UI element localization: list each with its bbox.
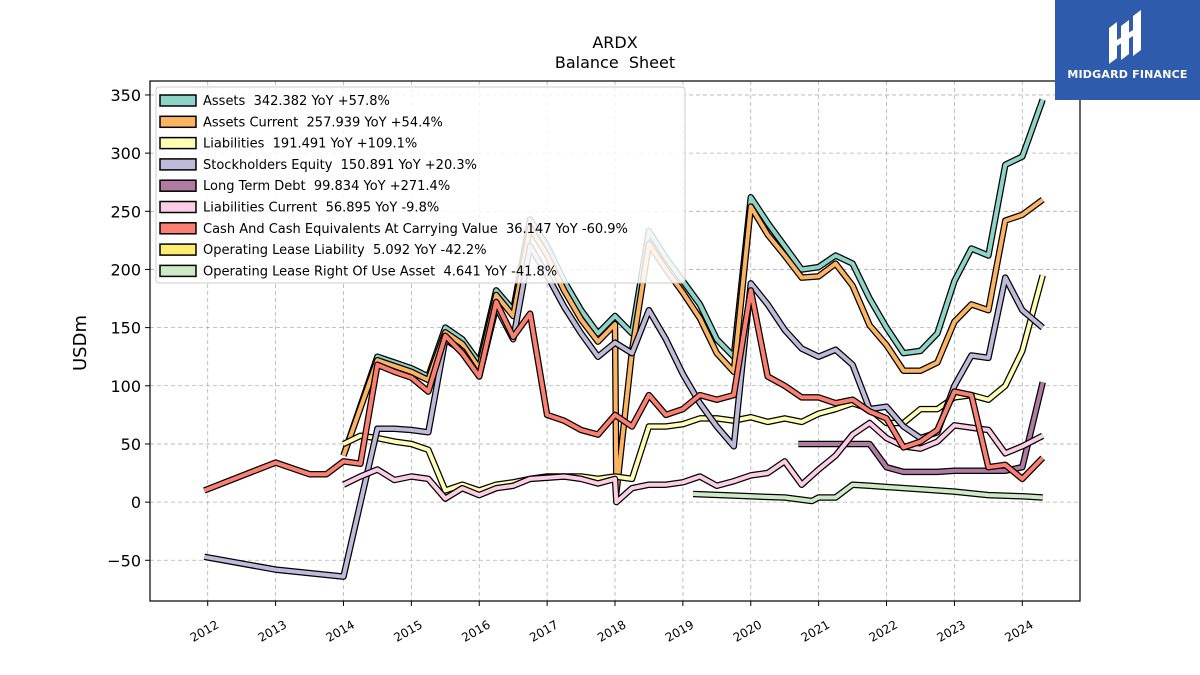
- y-tick-label: 50: [121, 435, 141, 454]
- logo-mark-icon: [1109, 10, 1141, 64]
- series-6: [203, 287, 1046, 494]
- series-5: [342, 419, 1045, 506]
- x-tick-label: 2022: [867, 617, 900, 644]
- y-tick-label: 300: [110, 144, 141, 163]
- x-tick-label: 2016: [459, 617, 492, 644]
- legend-swatch: [159, 158, 197, 171]
- chart-title: ARDX: [592, 33, 637, 52]
- y-tick-label: 100: [110, 377, 141, 396]
- legend-entry: Assets Current 257.939 YoY +54.4%: [203, 115, 443, 130]
- x-tick-label: 2013: [256, 617, 289, 644]
- legend-swatch: [159, 136, 197, 150]
- midgard-finance-logo: MIDGARD FINANCE: [1055, 0, 1200, 100]
- x-tick-label: 2024: [1002, 617, 1035, 644]
- y-tick-label: 200: [110, 260, 141, 279]
- series-layer: [203, 98, 1046, 580]
- y-tick-label: −50: [107, 551, 141, 570]
- legend: Assets 342.382 YoY +57.8% Assets Current …: [155, 86, 686, 284]
- x-tick-label: 2015: [391, 617, 424, 644]
- x-tick-label: 2012: [188, 617, 221, 644]
- legend-entry: Assets 342.382 YoY +57.8%: [203, 94, 390, 109]
- legend-entry: Operating Lease Right Of Use Asset 4.641…: [203, 264, 557, 279]
- series-line: [342, 421, 1044, 505]
- series-2: [342, 274, 1046, 494]
- legend-entry: Liabilities Current 56.895 YoY -9.8%: [203, 201, 439, 216]
- x-tick-label: 2017: [527, 617, 560, 644]
- x-tick-label: 2021: [799, 617, 832, 644]
- y-tick-label: 250: [110, 202, 141, 221]
- legend-swatch: [159, 243, 197, 256]
- y-tick-label: 350: [110, 86, 141, 105]
- legend-swatch: [159, 200, 197, 214]
- x-tick-label: 2019: [663, 617, 696, 644]
- series-line: [341, 198, 1044, 495]
- legend-swatch: [159, 222, 197, 235]
- series-1: [340, 197, 1045, 497]
- legend-entry: Cash And Cash Equivalents At Carrying Va…: [203, 222, 628, 237]
- legend-swatch: [159, 115, 197, 129]
- series-line: [203, 288, 1045, 493]
- legend-entry: Long Term Debt 99.834 YoY +271.4%: [203, 179, 450, 194]
- x-tick-label: 2018: [595, 617, 628, 644]
- legend-swatch: [159, 179, 197, 192]
- y-axis-label: USDm: [70, 315, 91, 371]
- y-tick-label: 0: [131, 493, 141, 512]
- series-8: [692, 481, 1043, 505]
- x-tick-label: 2023: [934, 617, 967, 644]
- legend-entry: Liabilities 191.491 YoY +109.1%: [203, 137, 417, 152]
- chart-subtitle: Balance Sheet: [555, 53, 675, 72]
- x-tick-label: 2014: [324, 617, 357, 644]
- legend-swatch: [159, 264, 197, 278]
- logo-text: MIDGARD FINANCE: [1067, 68, 1188, 81]
- legend-swatch: [159, 94, 197, 107]
- series-line: [693, 482, 1043, 503]
- legend-entry: Operating Lease Liability 5.092 YoY -42.…: [203, 243, 487, 258]
- x-tick-label: 2020: [731, 617, 764, 644]
- legend-entry: Stockholders Equity 150.891 YoY +20.3%: [203, 158, 477, 173]
- legend-box: [155, 86, 686, 284]
- y-tick-label: 150: [110, 319, 141, 338]
- series-line: [342, 274, 1045, 493]
